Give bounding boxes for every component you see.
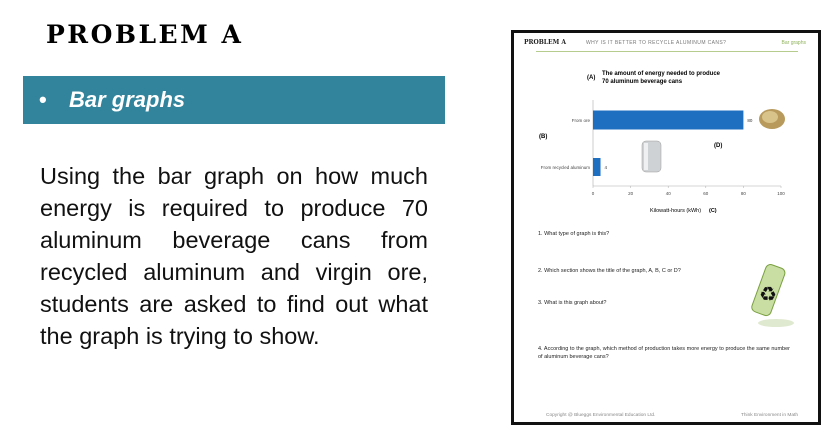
x-tick-label: 40	[666, 191, 672, 196]
ore-rock-icon	[759, 109, 785, 129]
category-label: From ore	[572, 118, 591, 123]
data-label: 4	[605, 165, 608, 170]
section-heading: Bar graphs	[69, 87, 186, 112]
label-d: (D)	[714, 143, 722, 149]
chart-title-line1: The amount of energy needed to produce	[602, 71, 721, 77]
bar	[593, 158, 601, 176]
svg-text:♻: ♻	[759, 284, 777, 306]
worksheet-image: PROBLEM A WHY IS IT BETTER TO RECYCLE AL…	[511, 30, 821, 425]
x-tick-label: 80	[741, 191, 747, 196]
worksheet-header-right: Bar graphs	[781, 40, 806, 46]
header-divider	[536, 51, 798, 52]
x-axis-label: Kilowatt-hours (kWh)	[650, 208, 701, 214]
x-tick-label: 60	[703, 191, 709, 196]
chart-title-line2: 70 aluminum beverage cans	[602, 79, 683, 85]
worksheet-header-center: WHY IS IT BETTER TO RECYCLE ALUMINUM CAN…	[586, 40, 727, 46]
description-paragraph: Using the bar graph on how much energy i…	[40, 163, 428, 349]
data-label: 80	[747, 118, 753, 123]
footer-tagline: Think Environment in Math	[740, 413, 798, 418]
question-1: 1. What type of graph is this?	[538, 231, 610, 237]
bullet-icon: •	[39, 87, 47, 112]
x-tick-label: 100	[777, 191, 785, 196]
label-a: (A)	[587, 75, 595, 81]
footer-copyright: Copyright @ Blueggs Environmental Educat…	[546, 413, 656, 418]
label-c: (C)	[709, 208, 717, 214]
worksheet-header-left: PROBLEM A	[524, 39, 566, 46]
category-label: From recycled aluminum	[541, 165, 591, 170]
bar	[593, 110, 744, 130]
section-band: • Bar graphs	[23, 76, 445, 124]
label-b: (B)	[539, 134, 547, 140]
question-4: 4. According to the graph, which method …	[538, 346, 790, 360]
x-tick-label: 0	[592, 191, 595, 196]
slide-title: PROBLEM A	[46, 20, 244, 49]
question-2: 2. Which section shows the title of the …	[538, 268, 681, 274]
x-tick-label: 20	[628, 191, 634, 196]
bar-chart: (A) The amount of energy needed to produ…	[539, 71, 785, 214]
aluminum-can-icon	[641, 140, 662, 173]
question-3: 3. What is this graph about?	[538, 300, 607, 306]
recycle-can-icon: ♻	[751, 264, 794, 327]
